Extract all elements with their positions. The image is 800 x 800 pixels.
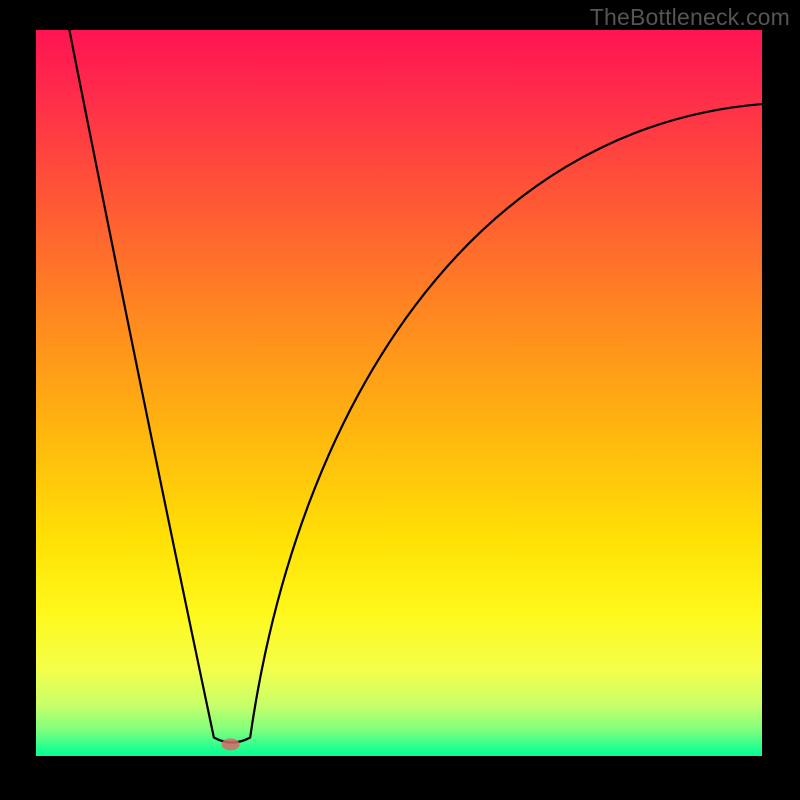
watermark-label: TheBottleneck.com	[590, 4, 790, 31]
plot-area	[36, 30, 762, 756]
chart-svg	[0, 0, 800, 800]
notch-marker	[222, 738, 240, 750]
chart-container: TheBottleneck.com	[0, 0, 800, 800]
